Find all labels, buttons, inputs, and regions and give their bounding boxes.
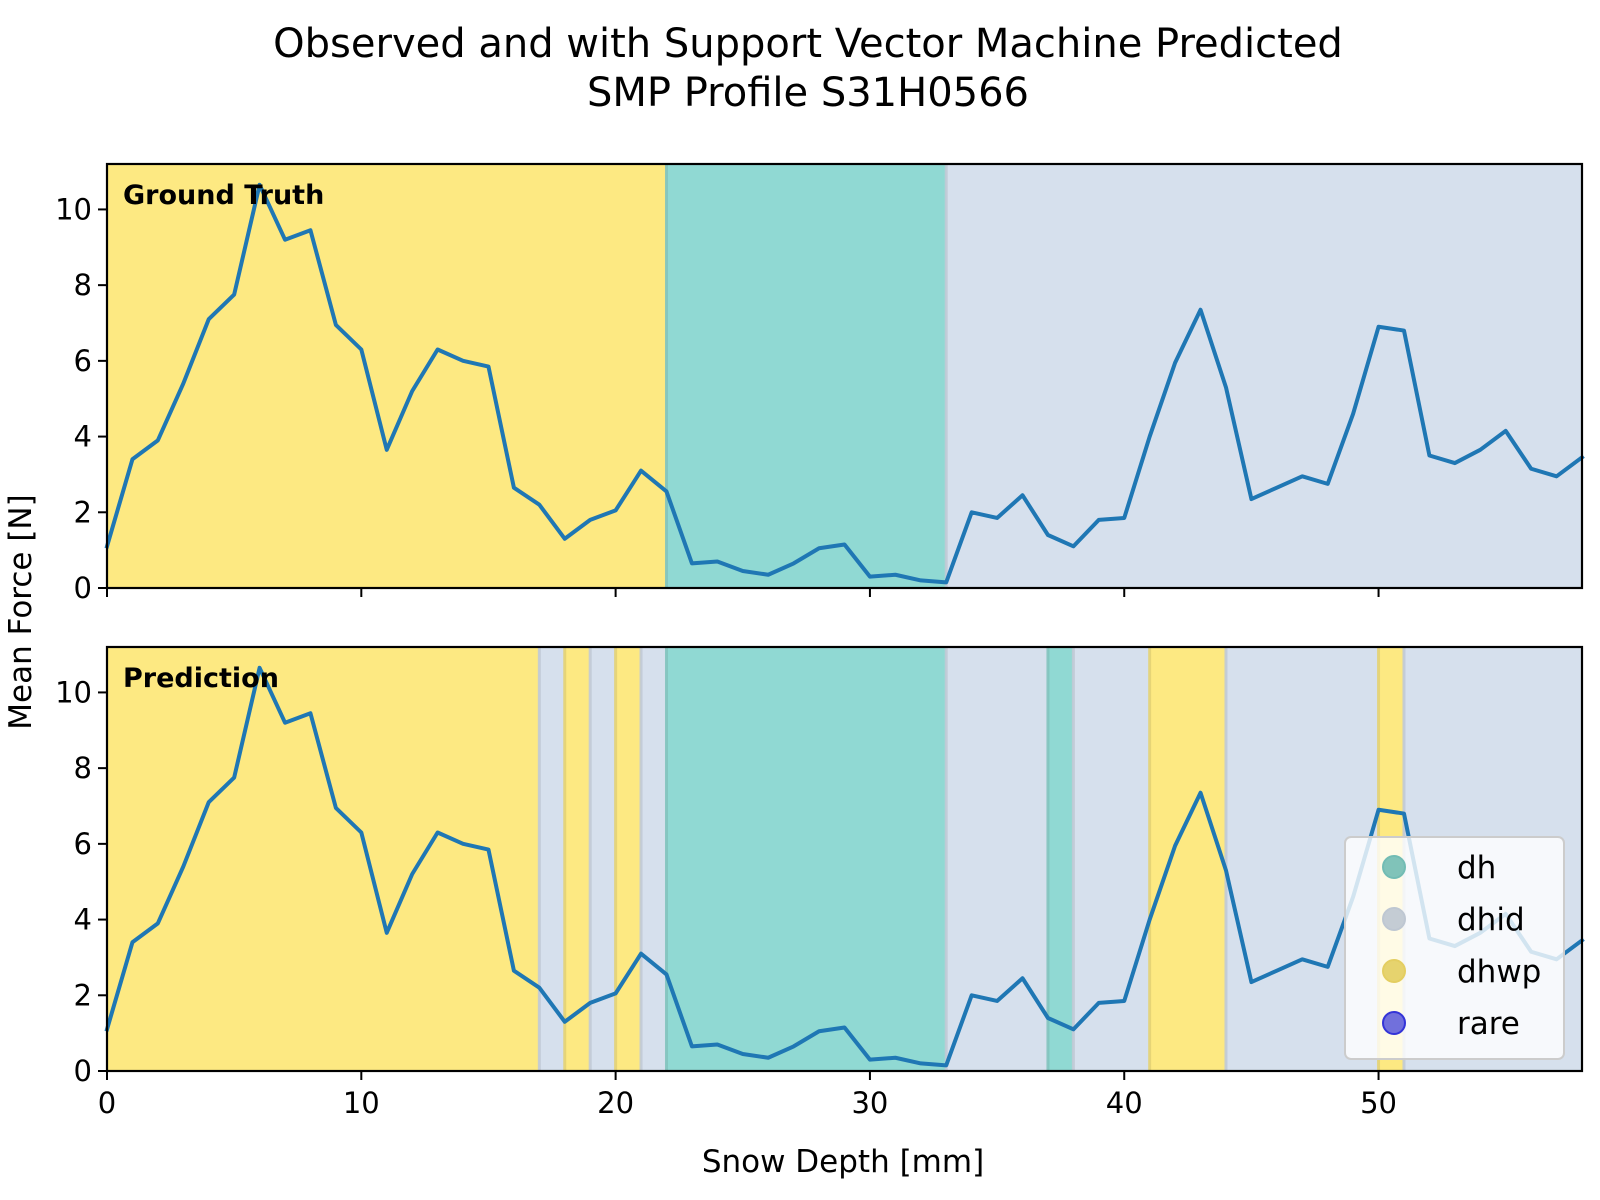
plot-frame <box>105 162 1584 590</box>
segment-dh <box>1047 647 1074 1071</box>
y-tick-label: 6 <box>74 344 92 378</box>
segment-dhid <box>946 647 1048 1071</box>
segment-dhid <box>590 647 616 1071</box>
panel-ground-truth: 0 2 4 6 8 10 Ground Truth <box>55 162 1585 605</box>
x-tick-label: 10 <box>343 1086 380 1120</box>
legend-label-dhwp: dhwp <box>1457 954 1541 990</box>
chart-title-line-2: SMP Profile S31H0566 <box>587 70 1029 116</box>
segment-dh <box>666 164 947 588</box>
segment-dhwp <box>615 647 642 1071</box>
panel-label: Ground Truth <box>123 180 324 211</box>
segment-dhid <box>946 164 1582 588</box>
segment-dhid <box>641 647 667 1071</box>
panel-label: Prediction <box>123 663 279 694</box>
panels: 0 2 4 6 8 10 Ground Truth 0 2 4 6 8 10 0 10 20 30 40 50 Pre… <box>55 162 1585 1120</box>
chart-title-line-1: Observed and with Support Vector Machine… <box>273 21 1343 67</box>
y-tick-label: 0 <box>74 571 92 605</box>
x-tick-label: 50 <box>1360 1086 1397 1120</box>
y-tick-label: 2 <box>74 978 92 1012</box>
y-tick-label: 10 <box>55 675 92 709</box>
panel-prediction: 0 2 4 6 8 10 0 10 20 30 40 50 Prediction <box>55 645 1585 1120</box>
legend-marker-dhwp <box>1382 959 1406 983</box>
y-tick-label: 8 <box>74 751 92 785</box>
legend-label-dh: dh <box>1457 850 1496 886</box>
legend-marker-dh <box>1382 855 1406 879</box>
y-tick-label: 6 <box>74 827 92 861</box>
legend: dh dhid dhwp rare <box>1344 836 1565 1060</box>
x-tick-label: 0 <box>98 1086 116 1120</box>
segment-dhwp <box>1149 647 1226 1071</box>
y-tick-label: 4 <box>74 420 92 454</box>
legend-marker-rare <box>1382 1011 1406 1035</box>
legend-box <box>1344 836 1565 1060</box>
segment-dhwp <box>107 164 667 588</box>
legend-marker-dhid <box>1382 907 1406 931</box>
x-tick-label: 40 <box>1106 1086 1143 1120</box>
y-tick-label: 2 <box>74 495 92 529</box>
segment-dhwp <box>107 647 540 1071</box>
y-tick-label: 10 <box>55 192 92 226</box>
segment-dhid <box>1073 647 1150 1071</box>
segment-dhid <box>539 647 565 1071</box>
y-tick-label: 4 <box>74 903 92 937</box>
series-line <box>104 182 1585 585</box>
y-tick-label: 8 <box>74 268 92 302</box>
x-axis-label: Snow Depth [mm] <box>702 1144 984 1180</box>
series-line <box>104 665 1585 1068</box>
x-tick-label: 20 <box>597 1086 634 1120</box>
segment-dhwp <box>564 647 591 1071</box>
legend-label-dhid: dhid <box>1457 902 1525 938</box>
y-axis-label: Mean Force [N] <box>3 494 39 729</box>
x-tick-label: 30 <box>851 1086 888 1120</box>
y-tick-label: 0 <box>74 1054 92 1088</box>
legend-label-rare: rare <box>1457 1006 1520 1042</box>
plot-frame <box>105 645 1584 1073</box>
segment-dh <box>666 647 947 1071</box>
